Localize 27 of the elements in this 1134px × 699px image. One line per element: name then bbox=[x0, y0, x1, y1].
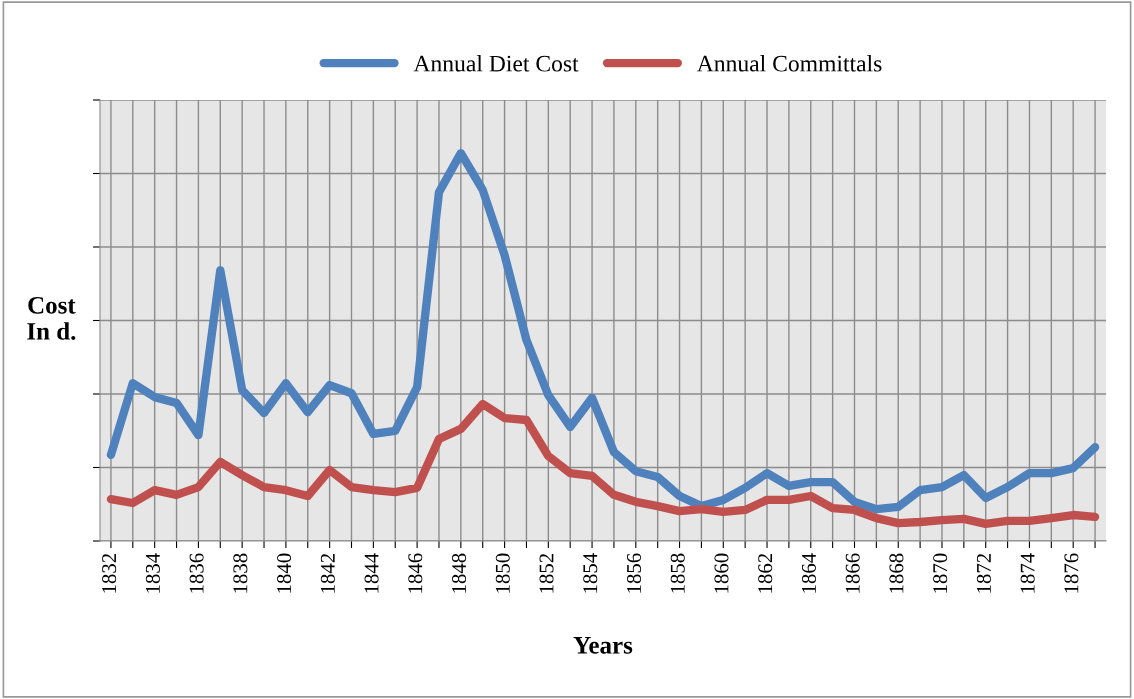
x-tick-label: 1836 bbox=[189, 553, 204, 593]
legend-label: Annual Committals bbox=[696, 54, 882, 72]
x-tick-label: 1862 bbox=[758, 553, 773, 593]
y-axis-title: Cost In d. bbox=[27, 296, 76, 340]
legend-label: Annual Diet Cost bbox=[413, 54, 579, 72]
x-tick-label: 1870 bbox=[933, 553, 948, 593]
x-tick-label: 1874 bbox=[1020, 553, 1035, 593]
x-tick-label: 1844 bbox=[364, 553, 379, 593]
x-tick-label: 1846 bbox=[408, 553, 423, 593]
x-tick-label: 1838 bbox=[233, 553, 248, 593]
x-tick-label: 1876 bbox=[1064, 553, 1079, 593]
x-tick-label: 1852 bbox=[539, 553, 554, 593]
x-tick-label: 1854 bbox=[583, 553, 598, 593]
x-tick-label: 1866 bbox=[845, 553, 860, 593]
x-tick-label: 1868 bbox=[889, 553, 904, 593]
x-tick-label: 1842 bbox=[320, 553, 335, 593]
x-tick-label: 1834 bbox=[145, 553, 160, 593]
x-tick-label: 1872 bbox=[976, 553, 991, 593]
x-tick-label: 1848 bbox=[452, 553, 467, 593]
x-tick-label: 1832 bbox=[102, 553, 117, 593]
x-tick-label: 1840 bbox=[277, 553, 292, 593]
x-tick-label: 1856 bbox=[626, 553, 642, 593]
x-tick-label: 1858 bbox=[670, 553, 685, 593]
x-tick-label: 1850 bbox=[495, 553, 510, 593]
x-tick-label: 1860 bbox=[714, 553, 729, 593]
x-axis-title: Years bbox=[573, 637, 633, 654]
x-tick-label: 1864 bbox=[801, 553, 816, 593]
